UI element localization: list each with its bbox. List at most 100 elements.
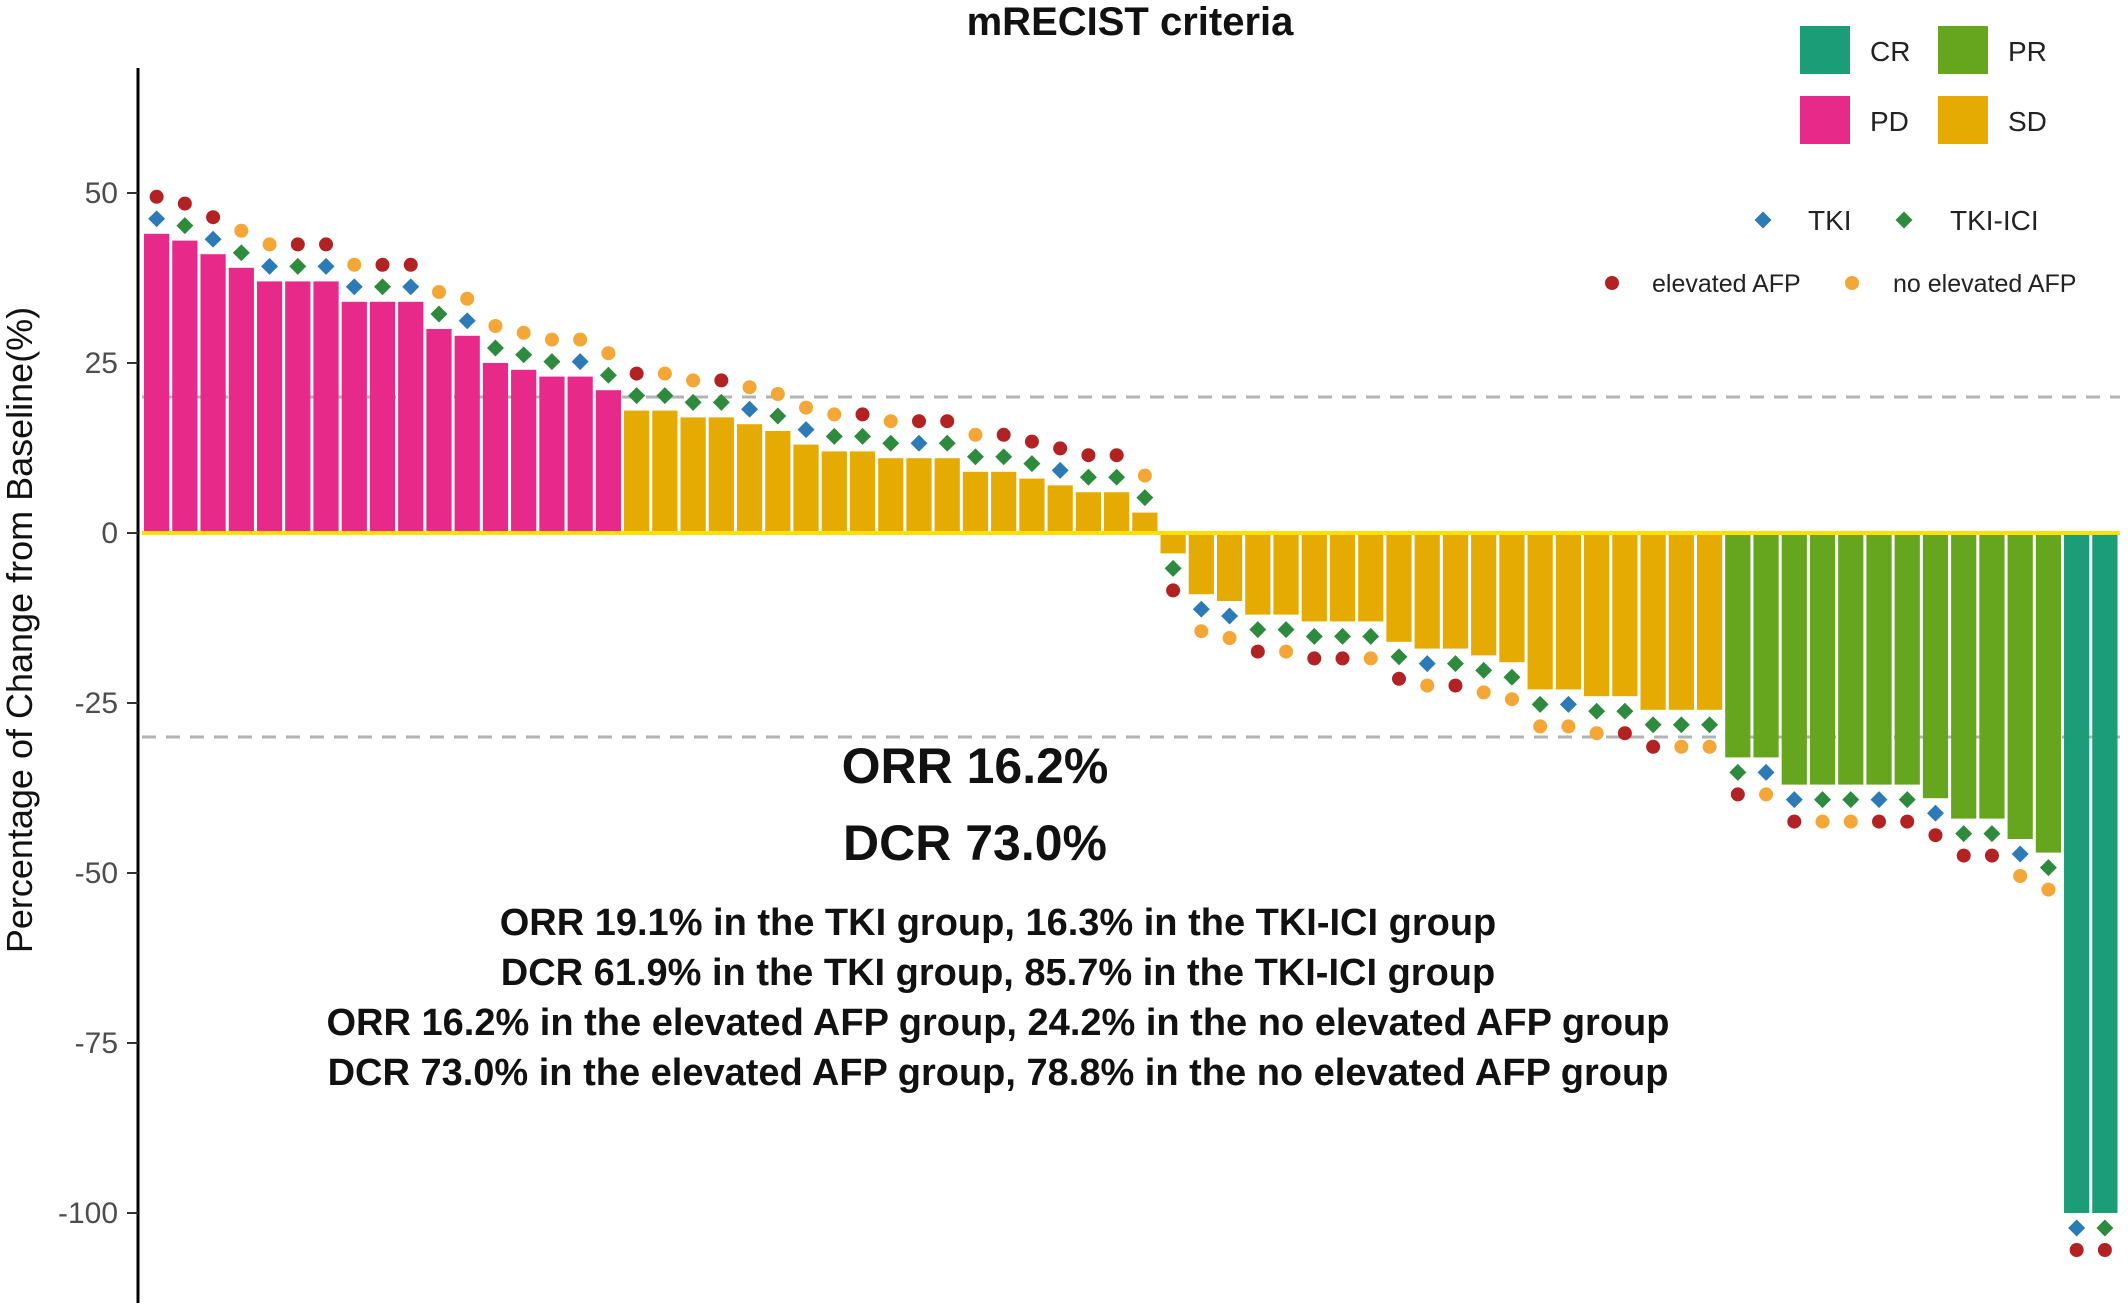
afp-marker <box>799 400 814 415</box>
treatment-marker <box>232 244 250 262</box>
treatment-marker <box>261 257 279 275</box>
treatment-marker <box>995 448 1013 466</box>
treatment-marker <box>1701 716 1719 734</box>
treatment-marker <box>628 387 646 405</box>
afp-marker <box>319 237 334 252</box>
afp-marker <box>431 285 446 299</box>
bar <box>369 301 396 533</box>
afp-marker <box>1137 468 1152 483</box>
treatment-marker <box>1588 702 1606 720</box>
dcr-afp-note: DCR 73.0% in the elevated AFP group, 78.… <box>328 1052 1669 1094</box>
treatment-marker <box>1983 825 2001 843</box>
afp-marker <box>544 332 559 347</box>
treatment-marker <box>176 217 194 235</box>
treatment-marker <box>1221 607 1239 625</box>
legend-label-pd: PD <box>1870 106 1909 137</box>
afp-marker <box>657 366 672 381</box>
bar <box>680 417 706 533</box>
bar <box>482 363 509 533</box>
bar <box>934 458 960 533</box>
afp-marker <box>234 223 249 238</box>
afp-marker <box>1900 814 1915 829</box>
legend-label-no-elevated-afp: no elevated AFP <box>1893 270 2076 298</box>
afp-marker <box>347 257 362 272</box>
afp-marker <box>2041 882 2056 897</box>
treatment-marker <box>1870 791 1888 809</box>
treatment-marker <box>769 407 787 425</box>
afp-marker <box>1956 848 1971 863</box>
bar <box>793 444 819 533</box>
afp-marker <box>1533 719 1548 734</box>
afp-marker <box>516 325 531 340</box>
treatment-marker <box>1249 621 1267 639</box>
bar <box>1386 533 1412 642</box>
treatment-marker <box>1898 791 1916 809</box>
afp-marker <box>1222 631 1237 645</box>
bar <box>1809 533 1836 785</box>
bar <box>1104 492 1130 533</box>
dcr-overall-note: DCR 73.0% <box>843 815 1107 871</box>
bar <box>1922 533 1949 799</box>
afp-marker <box>968 427 983 442</box>
legend-label-elevated-afp: elevated AFP <box>1652 270 1801 298</box>
treatment-marker <box>1136 489 1154 507</box>
treatment-marker <box>938 434 956 452</box>
treatment-marker <box>204 230 222 248</box>
annotation-block: ORR 16.2% DCR 73.0% ORR 19.1% in the TKI… <box>327 738 1670 1094</box>
afp-marker <box>488 319 503 333</box>
treatment-marker <box>1814 791 1832 809</box>
afp-marker <box>1928 828 1943 843</box>
afp-marker <box>1335 651 1350 666</box>
y-tick-label: 25 <box>85 347 118 380</box>
treatment-marker <box>2011 845 2029 863</box>
afp-marker <box>460 291 475 306</box>
bar <box>1132 512 1158 533</box>
bar <box>1838 533 1864 785</box>
afp-marker <box>149 189 164 204</box>
treatment-marker <box>1785 791 1803 809</box>
afp-marker <box>1871 814 1886 829</box>
y-tick-label: 50 <box>85 177 118 210</box>
bar <box>1866 533 1892 785</box>
treatment-marker <box>797 421 815 439</box>
bar <box>2064 533 2090 1213</box>
afp-marker <box>1024 434 1039 449</box>
reference-lines <box>142 395 2120 739</box>
bar <box>341 301 367 533</box>
treatment-marker <box>1390 648 1408 666</box>
bar <box>426 329 452 533</box>
afp-marker <box>290 237 305 252</box>
afp-marker <box>1843 814 1858 829</box>
afp-marker <box>2097 1243 2112 1257</box>
afp-marker <box>2013 869 2028 883</box>
bar <box>652 410 678 533</box>
treatment-marker <box>854 427 871 445</box>
afp-marker <box>827 407 842 422</box>
treatment-marker <box>1079 468 1097 486</box>
bar <box>736 424 763 533</box>
bar <box>1245 533 1271 615</box>
afp-marker <box>1391 671 1406 686</box>
afp-marker <box>629 366 644 381</box>
treatment-marker <box>1023 455 1041 473</box>
bar <box>1160 533 1186 554</box>
treatment-marker <box>1559 695 1577 713</box>
afp-marker <box>177 196 192 211</box>
treatment-marker <box>1672 716 1690 734</box>
bar <box>567 376 593 533</box>
bar <box>1584 533 1610 697</box>
bar <box>398 301 424 533</box>
bar <box>1894 533 1920 785</box>
bar <box>821 451 847 533</box>
bar <box>1358 533 1384 622</box>
afp-marker <box>1646 739 1661 754</box>
bar <box>1555 533 1582 690</box>
afp-marker <box>601 346 616 361</box>
bar <box>1753 533 1779 758</box>
treatment-marker <box>402 278 420 296</box>
y-axis-label: Percentage of Change from Baseline(%) <box>0 307 40 953</box>
legend-key-pd <box>1800 96 1850 144</box>
legend-label-tki-ici: TKI-ICI <box>1950 205 2039 236</box>
afp-marker <box>262 237 277 252</box>
